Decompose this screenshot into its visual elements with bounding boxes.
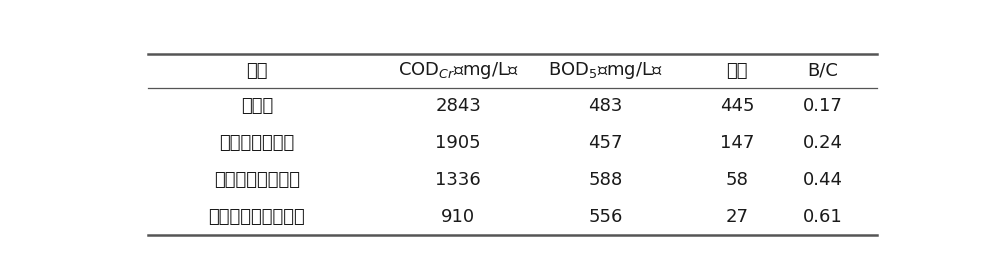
Text: 0.17: 0.17: [803, 97, 842, 115]
Text: COD$_{Cr}$（mg/L）: COD$_{Cr}$（mg/L）: [398, 60, 519, 81]
Text: 483: 483: [588, 97, 623, 115]
Text: B/C: B/C: [807, 62, 838, 80]
Text: 氧化前: 氧化前: [241, 97, 273, 115]
Text: 单独臭氧氧化后: 单独臭氧氧化后: [219, 134, 294, 152]
Text: 正常光照催化氧化后: 正常光照催化氧化后: [208, 208, 305, 226]
Text: 556: 556: [588, 208, 623, 226]
Text: BOD$_{5}$（mg/L）: BOD$_{5}$（mg/L）: [548, 60, 663, 81]
Text: 色度: 色度: [726, 62, 748, 80]
Text: 无光照催化氧化后: 无光照催化氧化后: [214, 171, 300, 189]
Text: 147: 147: [720, 134, 754, 152]
Text: 2843: 2843: [435, 97, 481, 115]
Text: 445: 445: [720, 97, 755, 115]
Text: 457: 457: [588, 134, 623, 152]
Text: 0.24: 0.24: [802, 134, 842, 152]
Text: 588: 588: [588, 171, 623, 189]
Text: 0.44: 0.44: [802, 171, 842, 189]
Text: 0.61: 0.61: [803, 208, 842, 226]
Text: 58: 58: [726, 171, 749, 189]
Text: 项目: 项目: [246, 62, 268, 80]
Text: 1905: 1905: [435, 134, 481, 152]
Text: 27: 27: [726, 208, 749, 226]
Text: 910: 910: [441, 208, 475, 226]
Text: 1336: 1336: [435, 171, 481, 189]
